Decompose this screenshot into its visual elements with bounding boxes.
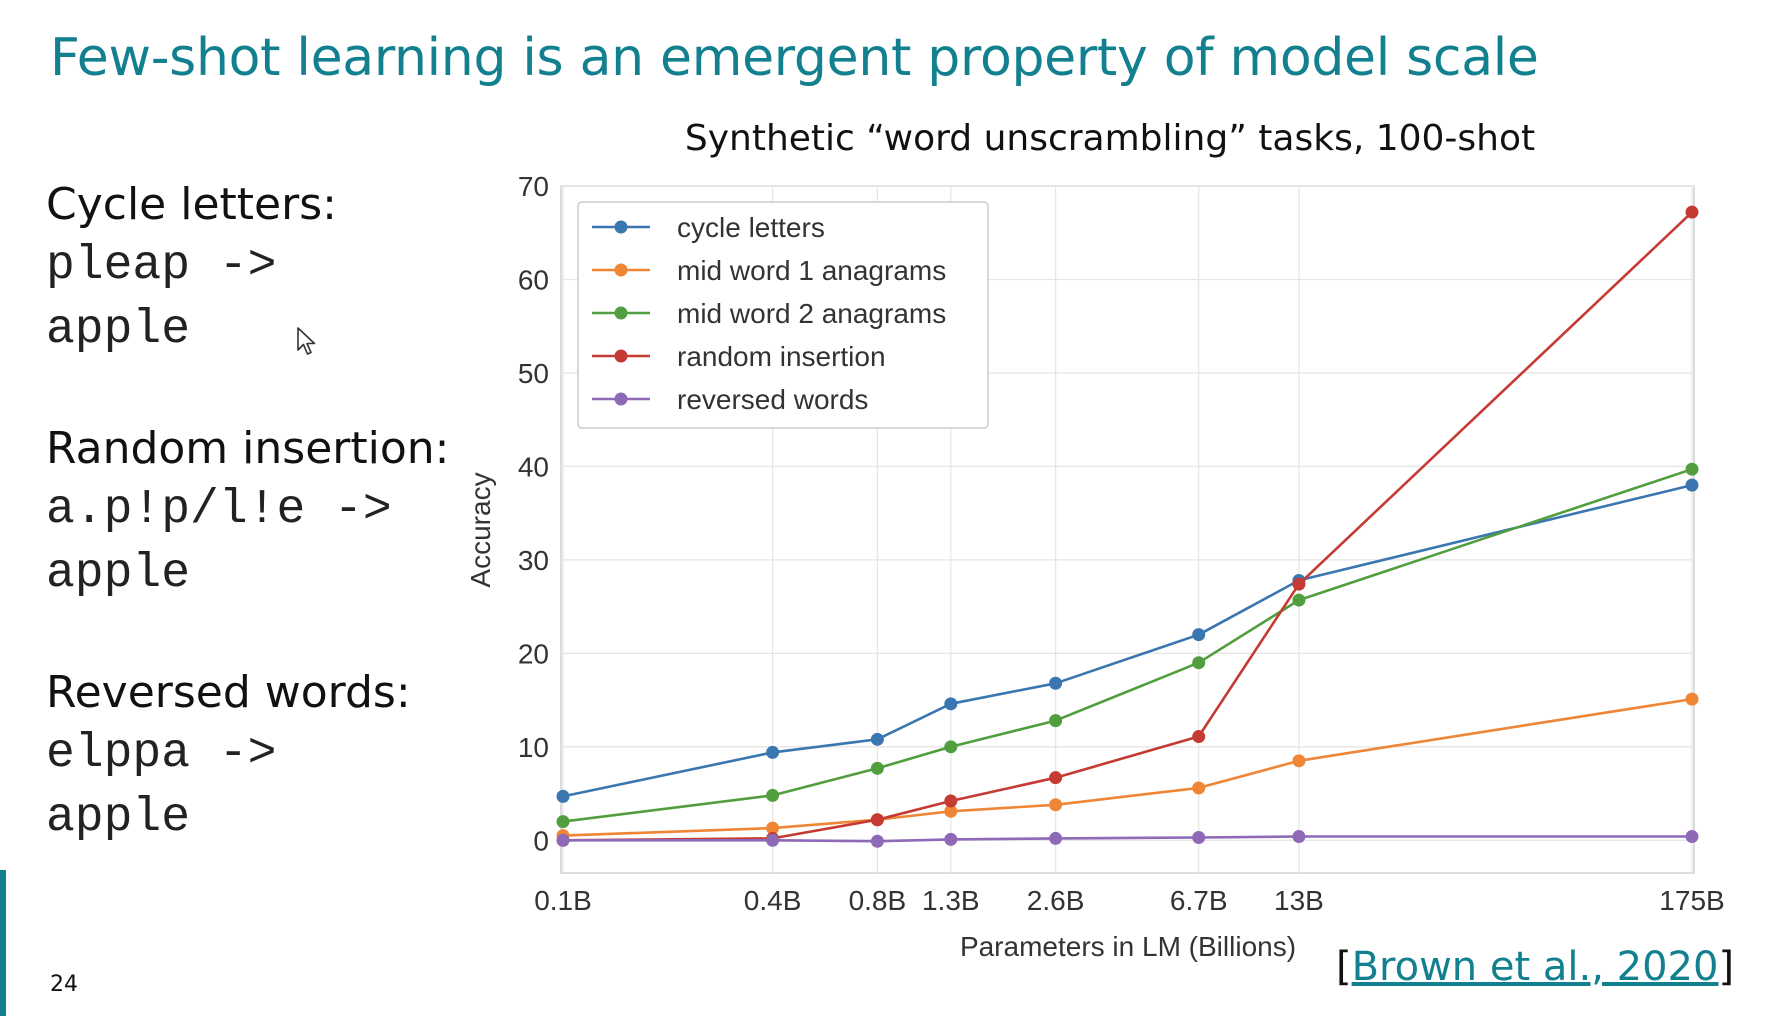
examples-panel: Cycle letters: pleap -> apple Random ins…: [46, 176, 449, 908]
x-tick-label: 6.7B: [1170, 885, 1228, 916]
example-label: Random insertion:: [46, 423, 450, 474]
example-input: pleap ->: [46, 239, 277, 293]
legend-label: mid word 2 anagrams: [677, 298, 946, 329]
data-point: [1049, 771, 1063, 785]
data-point: [1685, 692, 1699, 706]
legend-item: mid word 2 anagrams: [592, 298, 946, 329]
data-point: [1292, 577, 1306, 591]
data-point: [1192, 730, 1206, 744]
data-point: [944, 697, 958, 711]
legend-item: mid word 1 anagrams: [592, 255, 946, 286]
data-point: [766, 745, 780, 759]
data-point: [766, 788, 780, 802]
citation-close-bracket: ]: [1718, 944, 1735, 990]
example-reversed-words: Reversed words: elppa -> apple: [46, 664, 449, 850]
accent-bar: [0, 870, 6, 1016]
legend-label: random insertion: [677, 341, 886, 372]
legend: cycle letters mid word 1 anagrams mid word…: [577, 201, 989, 429]
data-point: [870, 813, 884, 827]
series-line-cycle-letters: [562, 483, 1693, 798]
series-line-random-insertion: [562, 211, 1693, 842]
legend-box: [577, 201, 989, 429]
legend-marker: [614, 263, 628, 277]
data-point: [870, 732, 884, 746]
page-number: 24: [50, 972, 78, 997]
data-point: [944, 740, 958, 754]
data-point: [944, 794, 958, 808]
data-point: [766, 821, 780, 835]
data-point: [1192, 830, 1206, 844]
legend-item: reversed words: [592, 384, 868, 415]
data-point: [1685, 462, 1699, 476]
data-point: [766, 833, 780, 847]
data-point: [1049, 831, 1063, 845]
citation-open-bracket: [: [1336, 944, 1352, 990]
data-point: [1685, 830, 1699, 844]
legend-marker: [614, 392, 628, 406]
data-point: [1192, 628, 1206, 642]
y-tick-label: 10: [518, 732, 549, 763]
y-tick-label: 20: [518, 638, 549, 669]
data-point: [944, 804, 958, 818]
chart-title: Synthetic “word unscrambling” tasks, 100…: [684, 118, 1536, 159]
example-output: apple: [46, 547, 191, 601]
data-point: [944, 832, 958, 846]
y-tick-label: 0: [533, 825, 549, 856]
legend-marker: [614, 306, 628, 320]
legend-item: cycle letters: [592, 212, 825, 243]
x-tick-label: 13B: [1274, 885, 1324, 916]
legend-label: cycle letters: [677, 212, 825, 243]
example-output: apple: [46, 303, 191, 357]
series-cycle-letters: [556, 478, 1699, 803]
data-point: [556, 789, 570, 803]
x-tick-label: 0.4B: [744, 885, 802, 916]
data-point: [1049, 714, 1063, 728]
data-point: [870, 761, 884, 775]
data-point: [1685, 478, 1699, 492]
example-random-insertion: Random insertion: a.p!p/l!e -> apple: [46, 420, 449, 606]
y-tick-label: 60: [518, 264, 549, 295]
data-point: [1049, 676, 1063, 690]
y-tick-label: 70: [518, 171, 549, 202]
mouse-cursor-icon: [297, 327, 316, 355]
data-point: [1192, 656, 1206, 670]
data-point: [556, 815, 570, 829]
data-point: [1292, 754, 1306, 768]
data-point: [1685, 205, 1699, 219]
example-label: Reversed words:: [46, 667, 411, 718]
data-point: [1292, 830, 1306, 844]
data-point: [870, 834, 884, 848]
data-point: [1049, 798, 1063, 812]
y-axis-label: Accuracy: [465, 472, 496, 587]
slide-title: Few-shot learning is an emergent propert…: [50, 28, 1539, 88]
legend-marker: [614, 220, 628, 234]
y-tick-label: 40: [518, 451, 549, 482]
legend-marker: [614, 349, 628, 363]
legend-label: mid word 1 anagrams: [677, 255, 946, 286]
x-tick-label: 175B: [1659, 885, 1724, 916]
legend-label: reversed words: [677, 384, 868, 415]
data-point: [1192, 781, 1206, 795]
data-point: [556, 833, 570, 847]
example-cycle-letters: Cycle letters: pleap -> apple: [46, 176, 449, 362]
y-tick-label: 50: [518, 358, 549, 389]
data-point: [1292, 593, 1306, 607]
example-input: a.p!p/l!e ->: [46, 483, 392, 537]
series-line-mid-word-1-anagrams: [562, 697, 1693, 837]
x-tick-label: 2.6B: [1027, 885, 1085, 916]
x-tick-label: 0.1B: [534, 885, 592, 916]
x-tick-label: 0.8B: [849, 885, 907, 916]
citation: [Brown et al., 2020]: [1336, 944, 1734, 990]
x-tick-label: 1.3B: [922, 885, 980, 916]
x-axis-label: Parameters in LM (Billions): [960, 931, 1296, 962]
series-reversed-words: [556, 830, 1699, 848]
series-line-reversed-words: [563, 835, 1692, 843]
example-input: elppa ->: [46, 727, 277, 781]
citation-link[interactable]: Brown et al., 2020: [1351, 944, 1719, 990]
legend-item: random insertion: [592, 341, 886, 372]
example-output: apple: [46, 791, 191, 845]
y-tick-label: 30: [518, 545, 549, 576]
example-label: Cycle letters:: [46, 179, 337, 230]
